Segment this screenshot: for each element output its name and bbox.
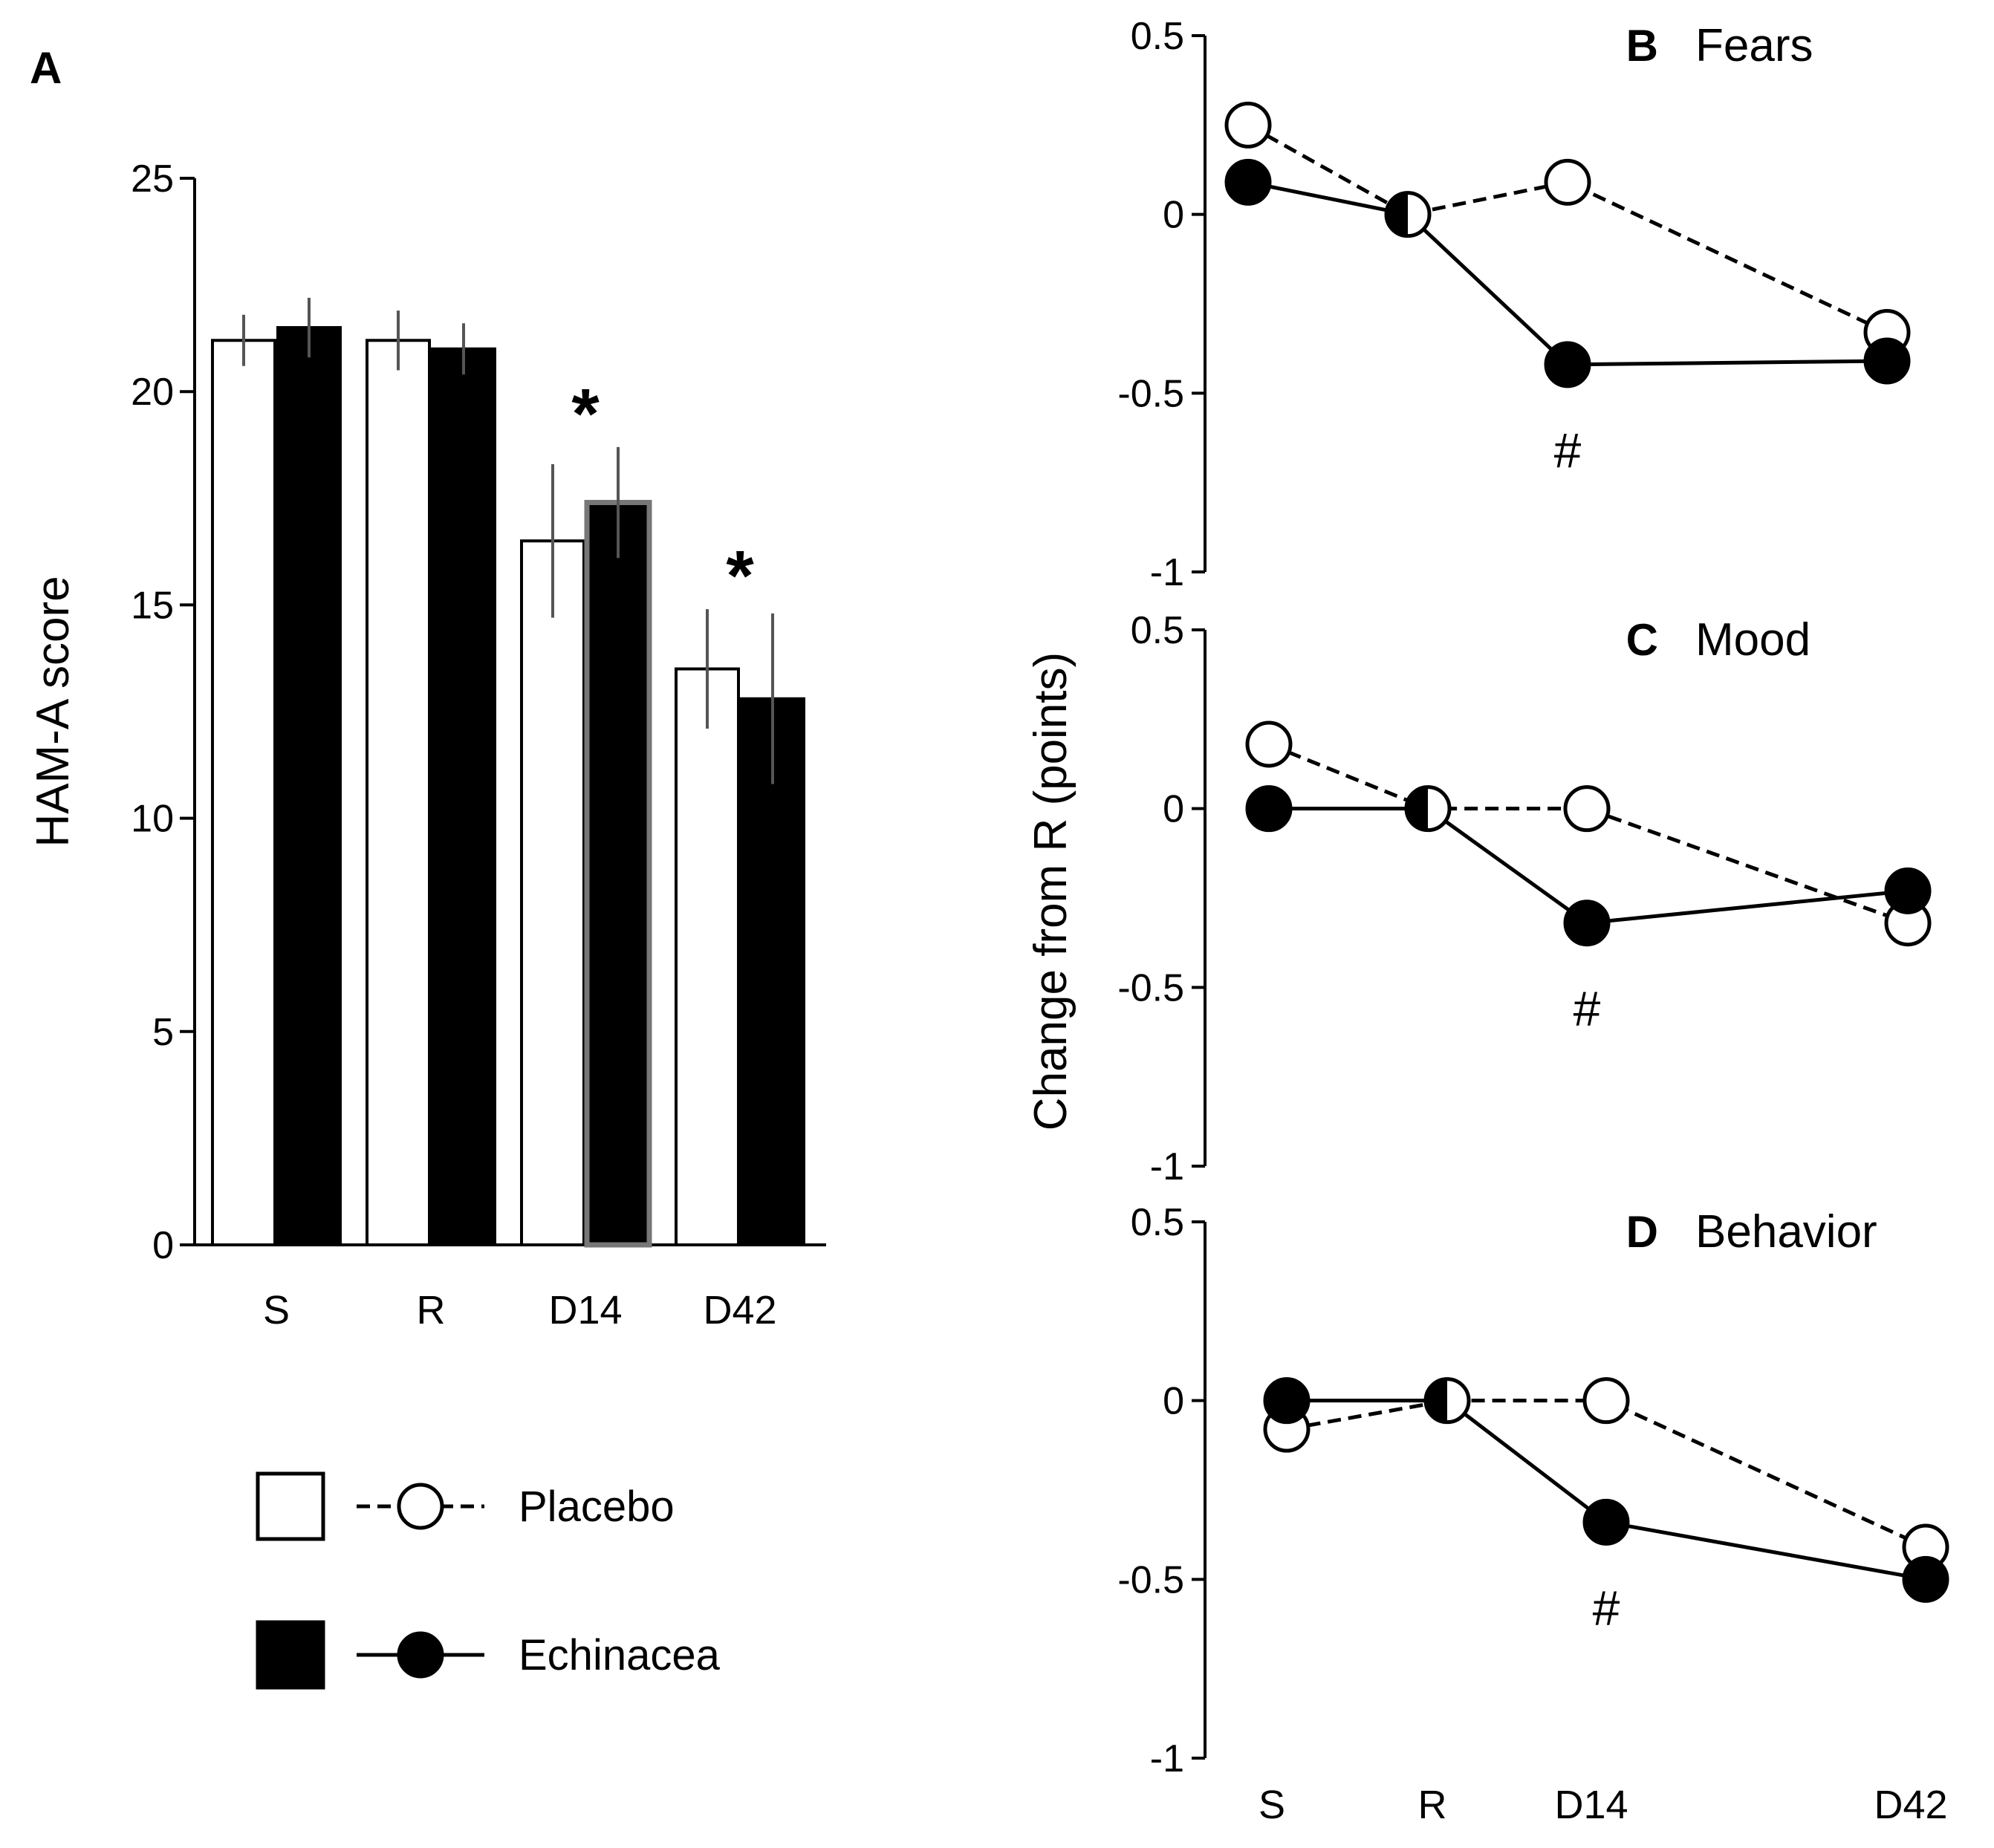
panel-a-x-tick-label-r: R — [417, 1288, 446, 1333]
bar-placebo-r — [366, 339, 431, 1247]
bar-placebo-d14 — [520, 539, 585, 1246]
bar-echinacea-d42 — [740, 697, 805, 1246]
panel-d-point-placebo-d14 — [1582, 1377, 1630, 1425]
legend-label-placebo: Placebo — [519, 1483, 675, 1531]
panel-a-x-tick-label-d42: D42 — [703, 1288, 776, 1333]
panel-b-point-r-half — [1386, 192, 1408, 236]
panel-c-point-r-half — [1406, 787, 1428, 830]
panel-b-y-tick-label: -1 — [1150, 551, 1184, 594]
legend-swatch-bar-echinacea — [256, 1620, 325, 1690]
panel-c-point-r-shared — [1404, 785, 1452, 833]
panel-b-point-echinacea-s — [1224, 158, 1272, 206]
panel-d-line-echinacea — [1287, 1399, 1926, 1581]
significance-star-d42: * — [726, 536, 754, 616]
panel-c-significance-hash: # — [1574, 981, 1601, 1036]
panel-d-significance-hash: # — [1593, 1580, 1620, 1635]
panel-d-point-echinacea-s — [1263, 1377, 1311, 1425]
panel-c-point-placebo-d14 — [1563, 785, 1611, 833]
panel-d-y-tick-label: -1 — [1150, 1737, 1184, 1780]
legend-label-echinacea: Echinacea — [519, 1631, 721, 1679]
panel-a-bars — [211, 297, 805, 1248]
panel-c-point-placebo-s — [1245, 720, 1293, 768]
bar-echinacea-s — [276, 326, 342, 1246]
panel-b-point-echinacea-d14 — [1544, 341, 1591, 388]
panel-b-y-tick-label: 0.5 — [1131, 15, 1184, 58]
panel-b-point-placebo-d14 — [1544, 158, 1591, 206]
panel-d-point-echinacea-d14 — [1582, 1498, 1630, 1546]
panel-d-point-echinacea-d42 — [1902, 1555, 1949, 1603]
panel-c-y-tick-label: -0.5 — [1117, 966, 1184, 1009]
panel-a-y-tick-label: 20 — [131, 371, 174, 414]
panel-d-behavior: 0.5 0 -0.5 -1 D Behavior # S R D14 D42 — [1117, 1201, 1949, 1827]
panel-d-x-tick-label-r: R — [1418, 1783, 1447, 1827]
bar-placebo-d42 — [675, 667, 740, 1246]
panel-a-y-axis-label: HAM-A score — [27, 576, 79, 847]
panel-b-point-placebo-s — [1224, 101, 1272, 149]
panel-c-y-tick-label: 0 — [1163, 788, 1184, 831]
bar-echinacea-r — [431, 347, 496, 1246]
panel-c-mood: 0.5 0 -0.5 -1 C Mood # — [1117, 609, 1932, 1188]
legend-item-placebo: Placebo — [256, 1471, 675, 1541]
panel-d-x-tick-label-s: S — [1259, 1783, 1285, 1827]
panel-b-line-placebo — [1247, 123, 1889, 334]
panel-a-y-tick-label: 0 — [152, 1224, 174, 1267]
panel-b-title: Fears — [1695, 20, 1813, 71]
panel-b-label: B — [1626, 21, 1658, 71]
panel-b-y-tick-label: -0.5 — [1117, 372, 1184, 415]
panel-d-point-r-half — [1426, 1379, 1447, 1422]
panel-d-y-tick-label: 0 — [1163, 1380, 1184, 1423]
panel-d-y-tick-label: 0.5 — [1131, 1201, 1184, 1244]
bar-echinacea-d14 — [584, 500, 652, 1248]
panel-b-point-r-shared — [1384, 191, 1432, 238]
panel-a-y-tick-label: 10 — [131, 798, 174, 841]
panel-d-title: Behavior — [1695, 1206, 1877, 1258]
panel-b-point-echinacea-d42 — [1863, 337, 1911, 385]
panel-c-point-echinacea-d14 — [1563, 899, 1611, 947]
legend-swatch-bar-placebo — [256, 1471, 325, 1541]
legend-swatch-marker-placebo — [397, 1483, 444, 1530]
panel-d-x-tick-label-d14: D14 — [1554, 1783, 1628, 1827]
panels-b-c-d: Change from R (points) 0.5 0 -0.5 -1 B Fears #… — [1025, 15, 1949, 1827]
panel-c-y-tick-label: -1 — [1150, 1145, 1184, 1188]
panel-c-label: C — [1626, 615, 1658, 665]
panel-a-label: A — [30, 43, 62, 93]
legend-swatch-marker-echinacea — [397, 1631, 444, 1679]
panel-d-y-tick-label: -0.5 — [1117, 1558, 1184, 1601]
panel-d-label: D — [1626, 1207, 1658, 1257]
panel-c-line-placebo — [1268, 742, 1909, 925]
significance-star-d14: * — [571, 374, 600, 454]
panel-a-y-tick-label: 25 — [131, 157, 174, 201]
panel-b-significance-hash: # — [1554, 423, 1582, 478]
bar-placebo-s — [211, 339, 276, 1247]
panel-a-y-tick-label: 5 — [152, 1011, 174, 1054]
panel-b-y-tick-label: 0 — [1163, 194, 1184, 237]
panel-b-fears: 0.5 0 -0.5 -1 B Fears # — [1117, 15, 1911, 594]
panel-c-y-tick-label: 0.5 — [1131, 609, 1184, 652]
panel-c-point-echinacea-d42 — [1884, 867, 1932, 914]
panel-a-axes: 0 5 10 15 20 25 S R D14 D42 — [131, 157, 826, 1333]
legend: Placebo Echinacea — [256, 1471, 721, 1690]
panel-c-line-echinacea — [1269, 807, 1909, 925]
panel-a-annotations: ** — [571, 374, 754, 616]
panel-d-x-tick-label-d42: D42 — [1874, 1783, 1947, 1827]
panel-a-x-tick-label-d14: D14 — [548, 1288, 622, 1333]
legend-item-echinacea: Echinacea — [256, 1620, 721, 1690]
panel-b-line-echinacea — [1247, 180, 1888, 367]
right-y-axis-label: Change from R (points) — [1025, 652, 1076, 1130]
panel-d-point-r-shared — [1423, 1377, 1471, 1425]
panel-a-y-tick-label: 15 — [131, 584, 174, 627]
panel-a-x-tick-label-s: S — [263, 1288, 290, 1333]
panel-c-point-echinacea-s — [1245, 785, 1293, 833]
panel-c-title: Mood — [1695, 614, 1810, 666]
